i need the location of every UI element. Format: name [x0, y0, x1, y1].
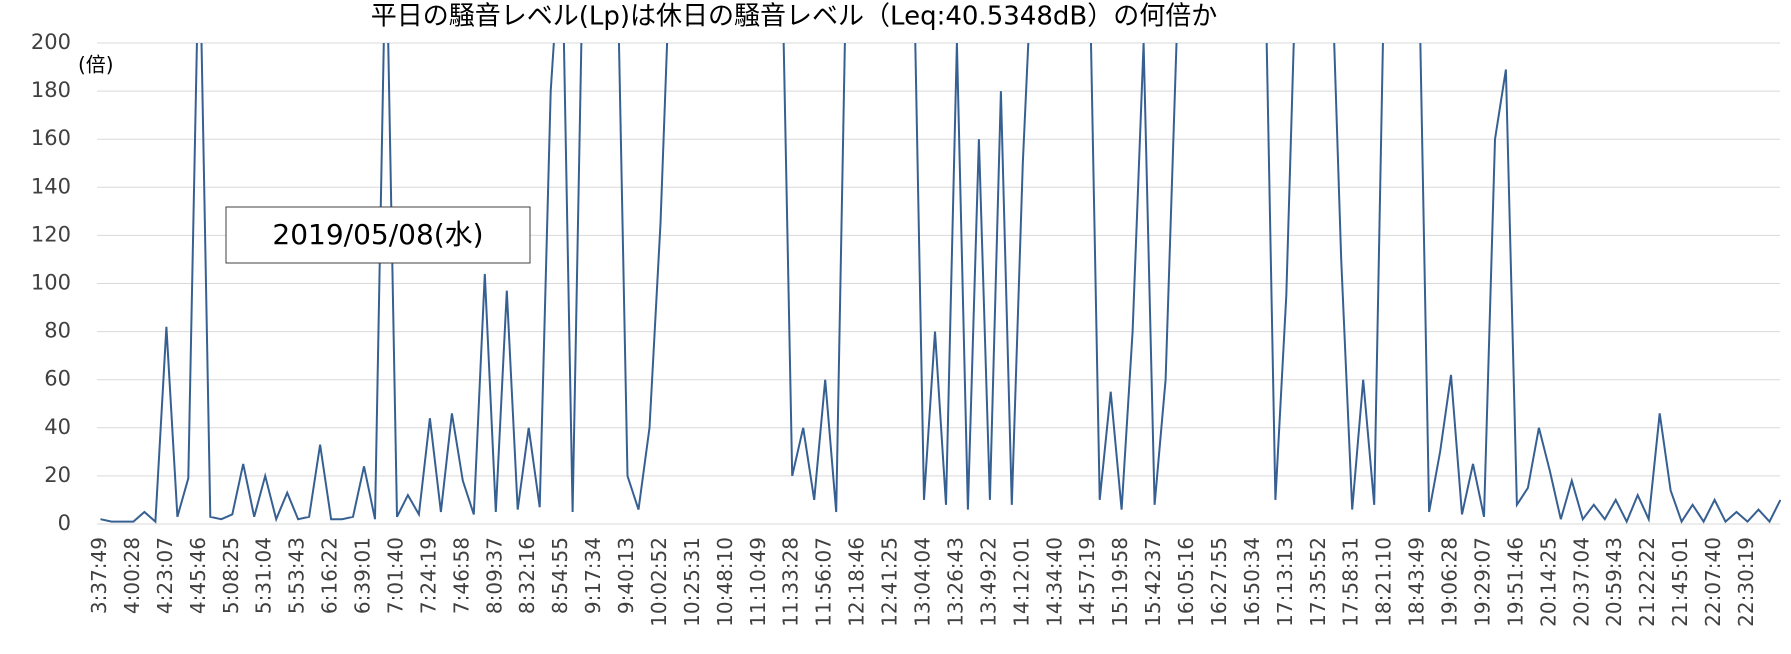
- chart-title: 平日の騒音レベル(Lp)は休日の騒音レベル（Leq:40.5348dB）の何倍か: [371, 2, 1217, 32]
- x-tick-label: 21:45:01: [1668, 537, 1692, 627]
- x-tick-label: 8:09:37: [482, 537, 506, 614]
- y-tick-label: 100: [31, 271, 71, 295]
- x-tick-label: 12:18:46: [845, 537, 869, 627]
- x-tick-label: 14:57:19: [1075, 537, 1099, 627]
- x-tick-label: 10:02:52: [647, 537, 671, 627]
- y-tick-label: 0: [58, 511, 71, 535]
- x-tick-label: 17:58:31: [1339, 537, 1363, 627]
- x-tick-label: 6:16:22: [318, 537, 342, 614]
- x-tick-label: 8:54:55: [548, 537, 572, 614]
- y-tick-label: 80: [44, 319, 71, 343]
- x-tick-label: 19:51:46: [1503, 537, 1527, 627]
- x-tick-label: 22:07:40: [1701, 537, 1725, 627]
- x-tick-label: 17:35:52: [1306, 537, 1330, 627]
- x-tick-label: 9:17:34: [581, 537, 605, 614]
- y-tick-label: 160: [31, 126, 71, 150]
- x-tick-label: 12:41:25: [878, 537, 902, 627]
- x-tick-label: 21:22:22: [1635, 537, 1659, 627]
- x-tick-label: 9:40:13: [614, 537, 638, 614]
- y-tick-label: 140: [31, 174, 71, 198]
- x-tick-label: 8:32:16: [515, 537, 539, 614]
- annotation: 2019/05/08(水): [272, 218, 483, 251]
- x-tick-label: 5:53:43: [285, 537, 309, 614]
- y-tick-label: 200: [31, 30, 71, 54]
- x-tick-label: 11:10:49: [746, 537, 770, 627]
- y-tick-label: 60: [44, 367, 71, 391]
- x-tick-label: 14:34:40: [1042, 537, 1066, 627]
- annotation-box: [225, 206, 531, 264]
- x-tick-label: 5:31:04: [252, 537, 276, 614]
- y-tick-label: 180: [31, 78, 71, 102]
- grid: 0 20 40 60 80 100 120 140 160 180 200: [31, 30, 1780, 535]
- x-tick-label: 7:46:58: [449, 537, 473, 614]
- x-tick-label: 4:23:07: [153, 537, 177, 614]
- x-tick-label: 13:49:22: [976, 537, 1000, 627]
- x-tick-label: 11:33:28: [779, 537, 803, 627]
- x-tick-label: 3:37:49: [87, 537, 111, 614]
- x-tick-label: 20:37:04: [1569, 537, 1593, 627]
- y-tick-label: 20: [44, 463, 71, 487]
- x-tick-label: 20:14:25: [1536, 537, 1560, 627]
- x-tick-label: 19:29:07: [1470, 537, 1494, 627]
- x-tick-label: 22:30:19: [1734, 537, 1758, 627]
- x-tick-label: 19:06:28: [1438, 537, 1462, 627]
- x-tick-label: 4:00:28: [120, 537, 144, 614]
- x-tick-label: 5:08:25: [219, 537, 243, 614]
- x-tick-label: 10:25:31: [680, 537, 704, 627]
- x-tick-label: 7:24:19: [416, 537, 440, 614]
- x-tick-label: 14:12:01: [1009, 537, 1033, 627]
- x-tick-label: 7:01:40: [383, 537, 407, 614]
- y-tick-label: 40: [44, 415, 71, 439]
- x-tick-label: 16:50:34: [1240, 537, 1264, 627]
- x-tick-label: 13:04:04: [911, 537, 935, 627]
- x-tick-label: 4:45:46: [186, 537, 210, 614]
- x-tick-label: 15:19:58: [1108, 537, 1132, 627]
- x-tick-label: 10:48:10: [713, 537, 737, 627]
- x-axis: 3:37:49 4:00:28 4:23:07 4:45:46 5:08:25 5:31:…: [87, 537, 1758, 627]
- x-tick-label: 13:26:43: [943, 537, 967, 627]
- x-tick-label: 11:56:07: [812, 537, 836, 627]
- x-tick-label: 16:05:16: [1174, 537, 1198, 627]
- x-tick-label: 15:42:37: [1141, 537, 1165, 627]
- y-axis-label: (倍): [78, 53, 114, 77]
- x-tick-label: 16:27:55: [1207, 537, 1231, 627]
- x-tick-label: 6:39:01: [351, 537, 375, 614]
- x-tick-label: 20:59:43: [1602, 537, 1626, 627]
- y-tick-label: 120: [31, 222, 71, 246]
- x-tick-label: 17:13:13: [1273, 537, 1297, 627]
- x-tick-label: 18:43:49: [1405, 537, 1429, 627]
- x-tick-label: 18:21:10: [1372, 537, 1396, 627]
